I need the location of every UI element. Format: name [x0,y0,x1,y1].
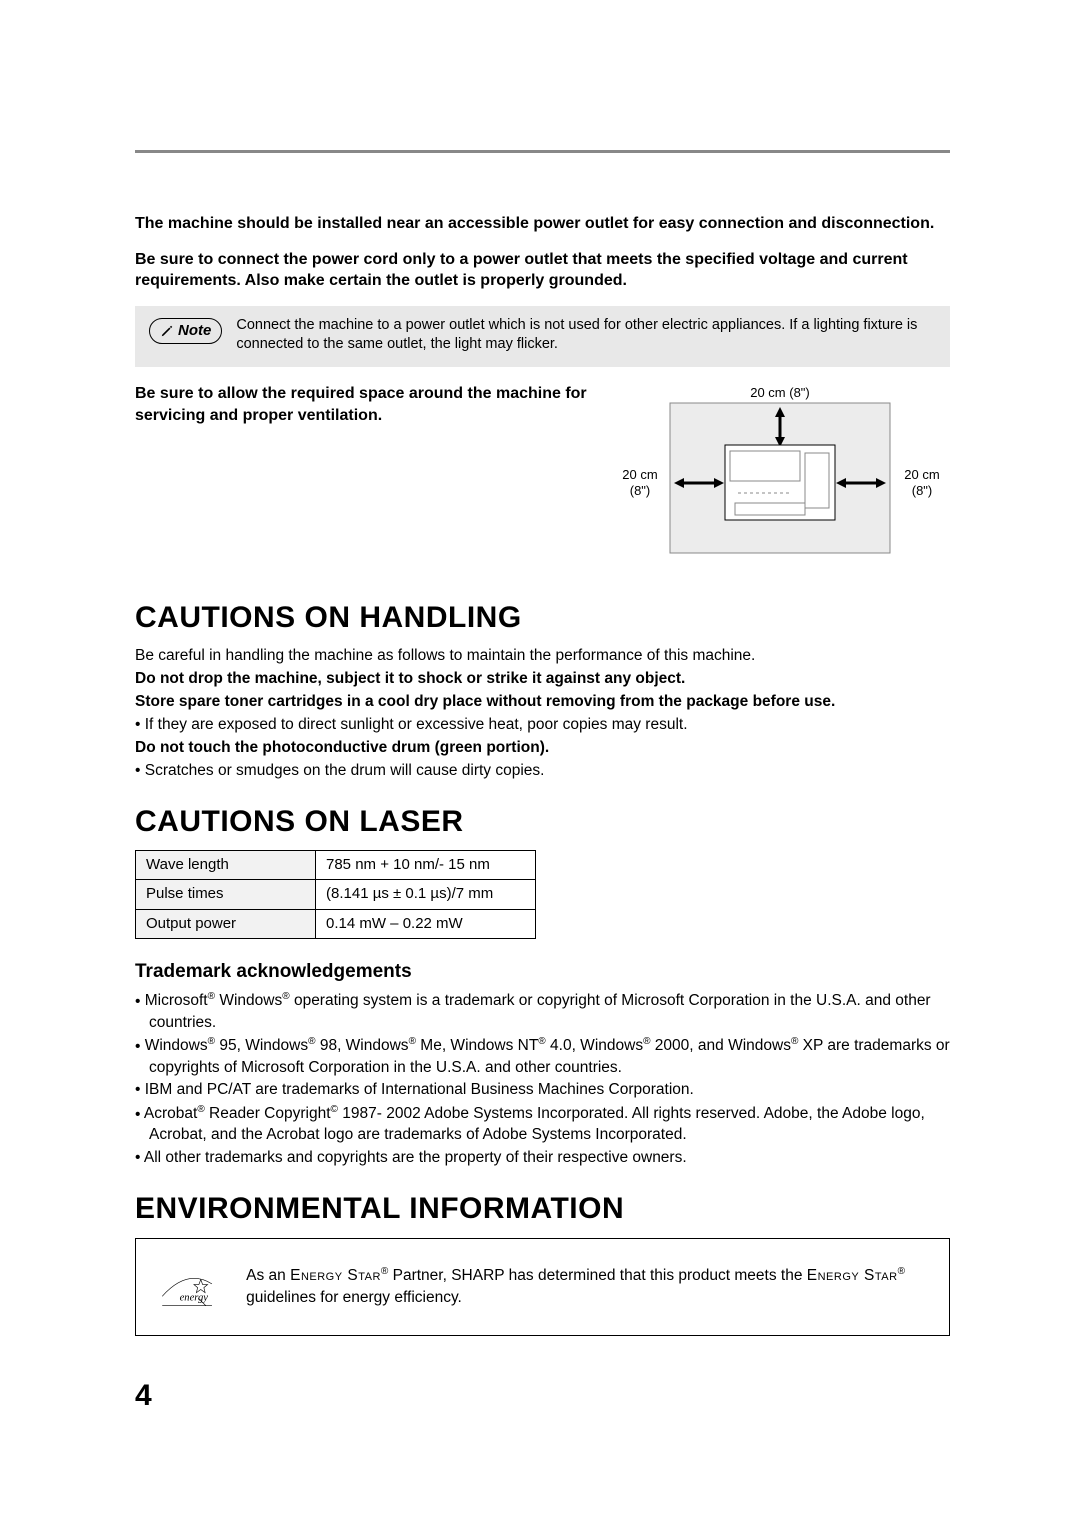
env-heading: ENVIRONMENTAL INFORMATION [135,1189,950,1230]
handling-list-1: If they are exposed to direct sunlight o… [135,715,950,736]
tm-item-4: Acrobat® Reader Copyright© 1987- 2002 Ad… [135,1103,950,1146]
trademark-heading: Trademark acknowledgements [135,959,950,985]
fig-label-right-b: (8") [912,483,933,498]
intro-para-1: The machine should be installed near an … [135,213,950,235]
tm-item-2: Windows® 95, Windows® 98, Windows® Me, W… [135,1035,950,1078]
table-row: Output power 0.14 mW – 0.22 mW [136,909,536,938]
svg-text:energy: energy [180,1292,209,1303]
handling-intro: Be careful in handling the machine as fo… [135,646,950,667]
handling-li1: If they are exposed to direct sunlight o… [135,715,950,736]
fig-label-left-a: 20 cm [622,467,657,482]
clearance-row: Be sure to allow the required space arou… [135,383,950,570]
laser-k0: Wave length [136,851,316,880]
laser-k1: Pulse times [136,880,316,909]
energy-star-icon: energy [156,1255,218,1319]
clearance-text: Be sure to allow the required space arou… [135,383,592,426]
tm-item-1: Microsoft® Windows® operating system is … [135,990,950,1033]
laser-v0: 785 nm + 10 nm/- 15 nm [316,851,536,880]
table-row: Wave length 785 nm + 10 nm/- 15 nm [136,851,536,880]
top-rule [135,150,950,153]
laser-heading: CAUTIONS ON LASER [135,802,950,843]
handling-list-2: Scratches or smudges on the drum will ca… [135,761,950,782]
fig-label-left-b: (8") [630,483,651,498]
intro-para-2: Be sure to connect the power cord only t… [135,249,950,292]
laser-k2: Output power [136,909,316,938]
handling-b2: Store spare toner cartridges in a cool d… [135,692,950,713]
pencil-icon [160,324,174,338]
note-label: Note [178,321,211,341]
handling-heading: CAUTIONS ON HANDLING [135,598,950,639]
fig-label-right-a: 20 cm [904,467,939,482]
fig-label-top: 20 cm (8") [750,385,810,400]
page-number: 4 [135,1376,950,1417]
handling-b3: Do not touch the photoconductive drum (g… [135,738,950,759]
env-box: energy As an Energy Star® Partner, SHARP… [135,1238,950,1336]
note-text: Connect the machine to a power outlet wh… [236,316,936,355]
laser-v2: 0.14 mW – 0.22 mW [316,909,536,938]
handling-li2: Scratches or smudges on the drum will ca… [135,761,950,782]
tm-item-5: All other trademarks and copyrights are … [135,1148,950,1169]
clearance-figure: 20 cm (8") 20 cm (8") 20 cm (8") [610,383,950,570]
table-row: Pulse times (8.141 µs ± 0.1 µs)/7 mm [136,880,536,909]
env-text: As an Energy Star® Partner, SHARP has de… [246,1265,929,1309]
note-pill: Note [149,318,222,344]
note-box: Note Connect the machine to a power outl… [135,306,950,367]
trademark-list: Microsoft® Windows® operating system is … [135,990,950,1169]
laser-v1: (8.141 µs ± 0.1 µs)/7 mm [316,880,536,909]
handling-b1: Do not drop the machine, subject it to s… [135,669,950,690]
tm-item-3: IBM and PC/AT are trademarks of Internat… [135,1080,950,1101]
laser-table: Wave length 785 nm + 10 nm/- 15 nm Pulse… [135,850,536,939]
